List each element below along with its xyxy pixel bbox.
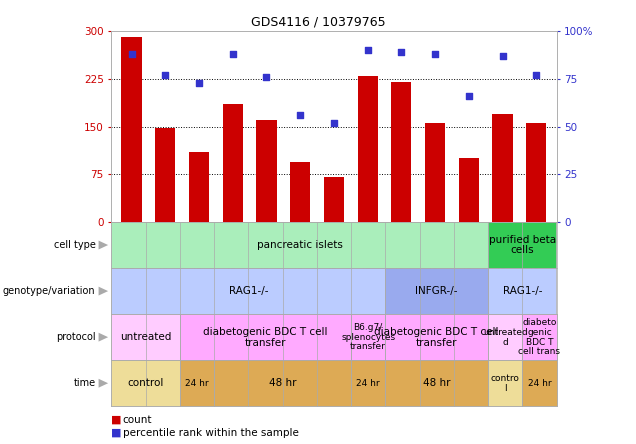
Text: GDS4116 / 10379765: GDS4116 / 10379765: [251, 16, 385, 28]
Point: [464, 92, 474, 99]
Point: [430, 51, 440, 58]
Bar: [425, 123, 445, 222]
Text: 24 hr: 24 hr: [528, 379, 551, 388]
Text: protocol: protocol: [56, 332, 95, 342]
Bar: [357, 75, 378, 222]
Bar: [189, 152, 209, 222]
Text: genotype/variation: genotype/variation: [3, 286, 95, 296]
Point: [329, 119, 339, 126]
Point: [363, 47, 373, 54]
Point: [261, 73, 272, 80]
Text: contro
l: contro l: [491, 374, 520, 392]
Text: ■: ■: [111, 415, 122, 424]
Bar: [492, 114, 513, 222]
Bar: [459, 159, 479, 222]
Text: count: count: [123, 415, 152, 424]
Text: time: time: [73, 378, 95, 388]
Point: [295, 111, 305, 119]
Point: [228, 51, 238, 58]
Text: control: control: [127, 378, 163, 388]
Text: ■: ■: [111, 428, 122, 438]
Bar: [324, 178, 344, 222]
Point: [194, 79, 204, 86]
Point: [127, 51, 137, 58]
Text: untreated
d: untreated d: [483, 328, 527, 346]
Text: diabetogenic BDC T cell
transfer: diabetogenic BDC T cell transfer: [203, 327, 328, 348]
Point: [396, 48, 406, 56]
Text: pancreatic islets: pancreatic islets: [257, 240, 343, 250]
Text: purified beta
cells: purified beta cells: [488, 234, 556, 255]
Point: [160, 71, 170, 79]
Bar: [121, 37, 142, 222]
Bar: [155, 128, 176, 222]
Text: RAG1-/-: RAG1-/-: [228, 286, 268, 296]
Text: B6.g7/
splenocytes
transfer: B6.g7/ splenocytes transfer: [341, 323, 395, 351]
Point: [531, 71, 541, 79]
Text: untreated: untreated: [120, 332, 171, 342]
Text: RAG1-/-: RAG1-/-: [502, 286, 542, 296]
Text: cell type: cell type: [53, 240, 95, 250]
Text: INFGR-/-: INFGR-/-: [415, 286, 458, 296]
Text: 48 hr: 48 hr: [423, 378, 450, 388]
Point: [497, 52, 508, 59]
Bar: [526, 123, 546, 222]
Text: diabeto
genic
BDC T
cell trans: diabeto genic BDC T cell trans: [518, 318, 560, 356]
Bar: [391, 82, 411, 222]
Text: 24 hr: 24 hr: [356, 379, 380, 388]
Text: 48 hr: 48 hr: [269, 378, 296, 388]
Text: 24 hr: 24 hr: [185, 379, 209, 388]
Text: diabetogenic BDC T cell
transfer: diabetogenic BDC T cell transfer: [375, 327, 499, 348]
Bar: [223, 104, 243, 222]
Text: percentile rank within the sample: percentile rank within the sample: [123, 428, 299, 438]
Bar: [290, 162, 310, 222]
Bar: [256, 120, 277, 222]
